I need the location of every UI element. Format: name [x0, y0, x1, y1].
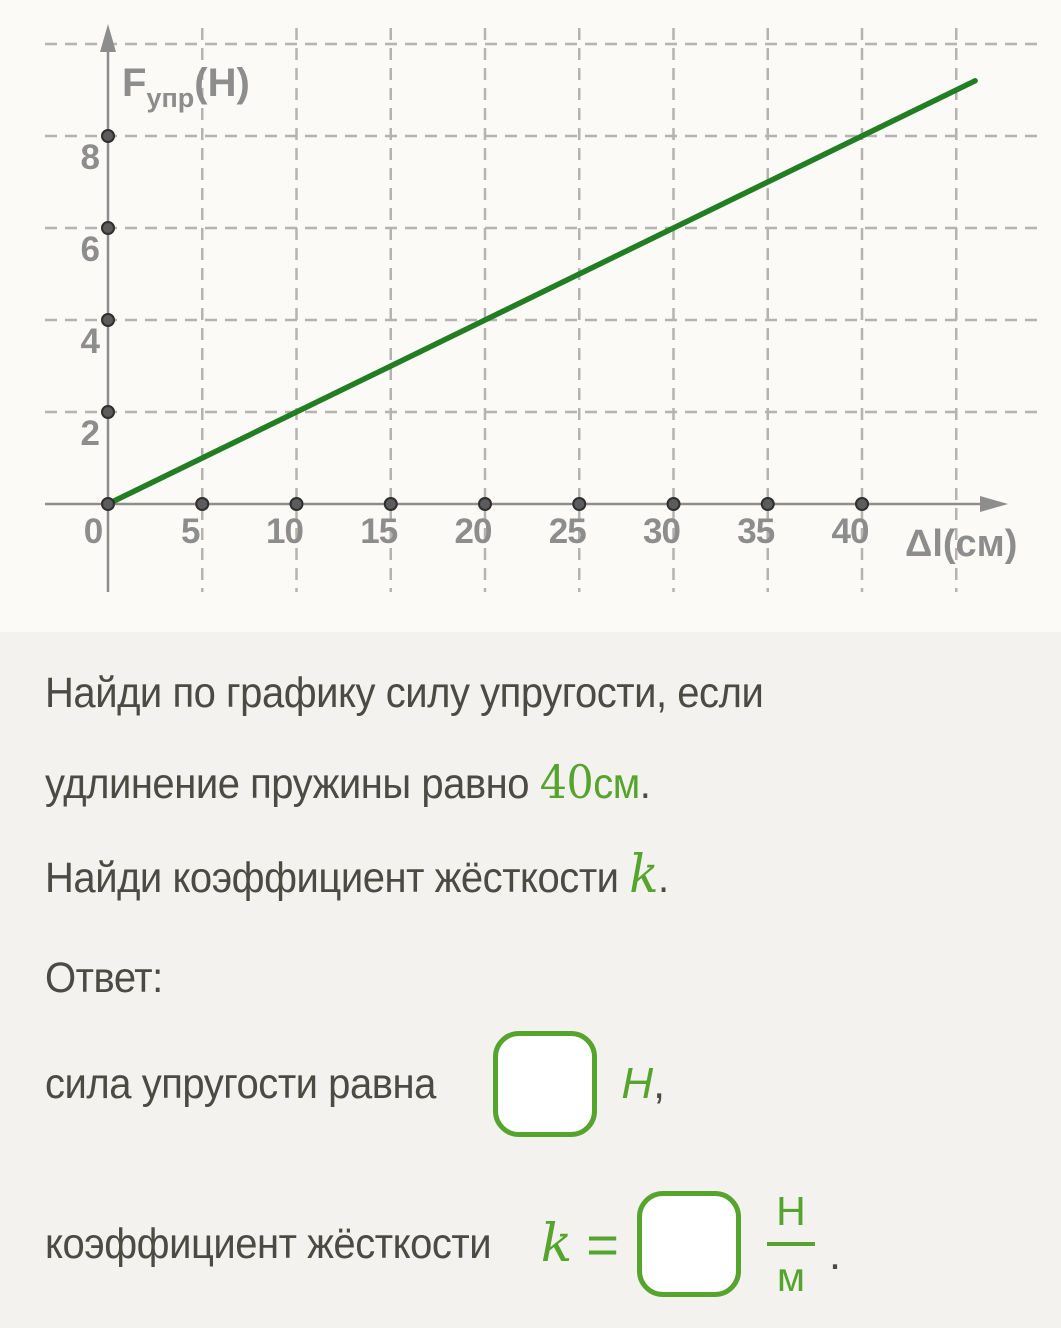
stiffness-answer-row: коэффициент жёсткости k = Н м . [0, 1187, 1061, 1301]
task-line2-period: . [639, 760, 651, 808]
svg-text:5: 5 [181, 512, 200, 551]
task-line3-period: . [658, 854, 669, 902]
stiffness-unit-fraction: Н м [766, 1187, 815, 1301]
svg-text:4: 4 [81, 322, 101, 361]
task-line2-prefix: удлинение пружины равно [45, 760, 540, 808]
svg-text:20: 20 [455, 512, 492, 551]
svg-text:40: 40 [832, 512, 869, 551]
svg-text:10: 10 [266, 512, 303, 551]
stiffness-row-period: . [828, 1230, 842, 1279]
svg-text:8: 8 [81, 138, 100, 177]
stiffness-variable-k: k [629, 845, 659, 905]
fraction-numerator: Н [776, 1188, 806, 1234]
fraction-bar [766, 1242, 815, 1246]
task-text-line-3: Найди коэффициент жёсткости k. [45, 845, 716, 908]
svg-text:30: 30 [643, 512, 680, 551]
task-line3-prefix: Найди коэффициент жёсткости [45, 854, 630, 902]
task-text-line-1: Найди по графику силу упругости, если [45, 663, 817, 723]
elongation-unit: см [593, 760, 640, 808]
force-elongation-chart: 0 5 10 15 20 25 30 35 40 2 4 6 8 Fупр(Н) Δl(см) [0, 0, 1061, 632]
force-answer-row: сила упругости равна Н, [0, 1030, 1061, 1138]
svg-text:0: 0 [84, 512, 103, 551]
svg-text:6: 6 [81, 230, 100, 269]
force-row-comma: , [653, 1060, 666, 1108]
svg-text:Δl(см): Δl(см) [905, 523, 1017, 565]
equals-sign: = [586, 1212, 619, 1276]
task-line1-text: Найди по графику силу упругости, если [45, 669, 764, 717]
svg-text:2: 2 [81, 414, 100, 453]
svg-text:35: 35 [737, 512, 774, 551]
force-unit-label: Н [621, 1059, 654, 1108]
fraction-denominator: м [776, 1254, 805, 1300]
chart-svg: 0 5 10 15 20 25 30 35 40 2 4 6 8 Fупр(Н) Δl(см) [45, 24, 1040, 592]
stiffness-answer-prefix: коэффициент жёсткости [45, 1219, 492, 1268]
stiffness-value-input[interactable] [636, 1191, 741, 1297]
svg-text:25: 25 [549, 512, 586, 551]
stiffness-variable-k: k [540, 1214, 573, 1274]
force-value-input[interactable] [493, 1031, 598, 1137]
task-text-line-2: удлинение пружины равно 40см. [45, 752, 696, 814]
svg-text:15: 15 [360, 512, 397, 551]
svg-text:Fупр(Н): Fупр(Н) [122, 61, 250, 113]
elongation-value: 40 [539, 755, 594, 809]
force-answer-prefix: сила упругости равна [45, 1059, 436, 1108]
answer-label: Ответ: [45, 954, 163, 1002]
